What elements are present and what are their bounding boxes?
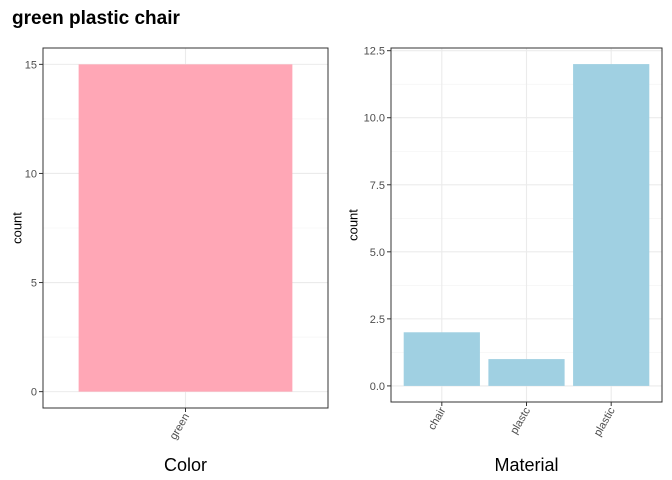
- x-tick-label: chair: [426, 405, 448, 432]
- bar-plastc: [488, 359, 565, 386]
- y-tick-label: 0.0: [370, 381, 385, 393]
- y-tick-label: 7.5: [370, 180, 385, 192]
- x-axis-title: Color: [164, 455, 207, 475]
- bar-chair: [403, 332, 480, 386]
- bar-plastic: [573, 64, 650, 386]
- bar-green: [78, 64, 293, 392]
- y-tick-label: 15: [25, 59, 37, 71]
- x-tick-label: plastic: [592, 405, 618, 438]
- y-axis-title: count: [346, 209, 361, 241]
- x-axis-title: Material: [494, 455, 558, 475]
- y-tick-label: 2.5: [370, 314, 385, 326]
- y-tick-label: 10.0: [364, 113, 385, 125]
- y-tick-label: 10: [25, 168, 37, 180]
- y-tick-label: 12.5: [364, 46, 385, 58]
- y-tick-label: 5: [31, 278, 37, 290]
- chart-material: 0.0 2.5 5.0 7.5 10.0 12.5 chair plastc plastic Ma…: [346, 46, 663, 475]
- y-axis-title: count: [10, 212, 25, 244]
- chart-color: 0 5 10 15 green Color count: [10, 47, 329, 475]
- x-tick-label: plastc: [508, 405, 533, 436]
- y-tick-label: 5.0: [370, 247, 385, 259]
- page-title: green plastic chair: [12, 8, 180, 29]
- y-tick-label: 0: [31, 387, 37, 399]
- x-tick-label: green: [168, 412, 192, 442]
